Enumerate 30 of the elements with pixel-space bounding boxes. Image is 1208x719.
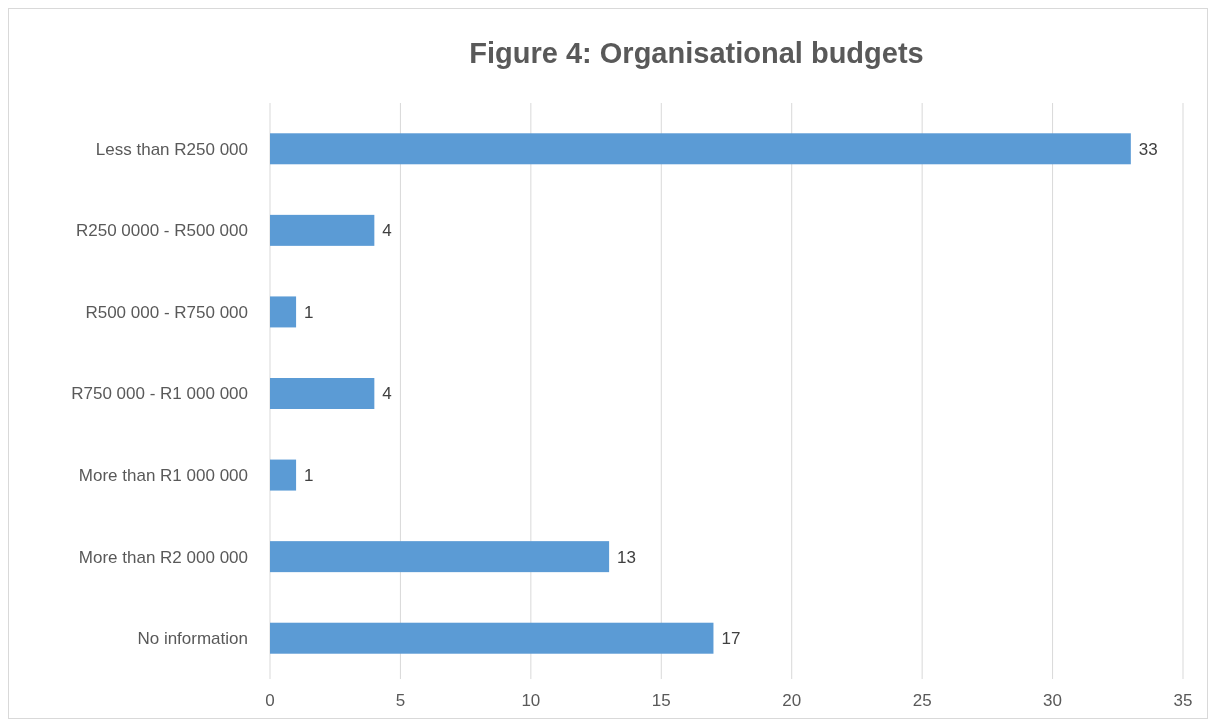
x-tick-label: 15 bbox=[651, 691, 671, 710]
x-tick-label: 10 bbox=[521, 691, 541, 710]
bar bbox=[270, 214, 375, 246]
y-tick-label: R250 0000 - R500 000 bbox=[75, 221, 248, 241]
data-label: 1 bbox=[304, 302, 314, 322]
data-label: 17 bbox=[721, 629, 741, 649]
data-label: 13 bbox=[617, 547, 637, 567]
bar bbox=[270, 296, 297, 328]
bar bbox=[270, 133, 1131, 165]
y-tick-label: More than R1 000 000 bbox=[78, 466, 248, 486]
bar bbox=[270, 622, 714, 654]
data-label: 33 bbox=[1138, 139, 1158, 159]
y-tick-label: Less than R250 000 bbox=[95, 139, 248, 159]
y-tick-label: R500 000 - R750 000 bbox=[85, 302, 248, 322]
bar bbox=[270, 541, 610, 573]
bar bbox=[270, 459, 297, 491]
data-label: 4 bbox=[382, 221, 392, 241]
data-label: 4 bbox=[382, 384, 392, 404]
x-tick-label: 25 bbox=[912, 691, 932, 710]
y-tick-label: No information bbox=[137, 629, 248, 649]
x-tick-label: 0 bbox=[265, 691, 275, 710]
y-tick-label: R750 000 - R1 000 000 bbox=[71, 384, 248, 404]
chart-title: Figure 4: Organisational budgets bbox=[469, 37, 924, 69]
x-tick-label: 35 bbox=[1173, 691, 1193, 710]
bar bbox=[270, 378, 375, 409]
x-tick-label: 20 bbox=[782, 691, 802, 710]
x-tick-label: 30 bbox=[1043, 691, 1063, 710]
x-tick-label: 5 bbox=[395, 691, 406, 710]
data-label: 1 bbox=[304, 466, 314, 486]
y-tick-label: More than R2 000 000 bbox=[78, 547, 248, 567]
